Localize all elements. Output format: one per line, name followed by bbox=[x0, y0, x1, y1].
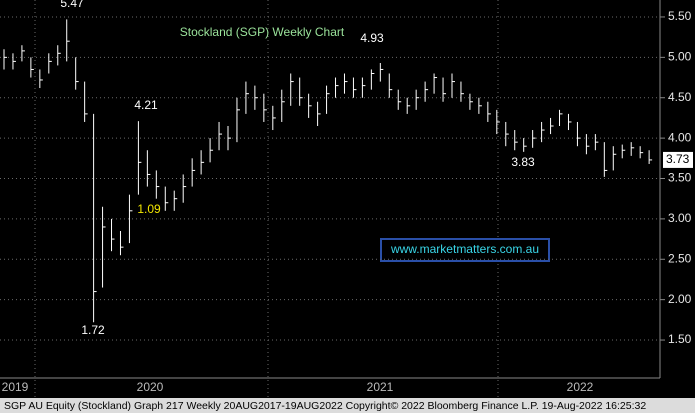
x-tick-label: 2021 bbox=[367, 380, 394, 394]
annotation: 3.83 bbox=[511, 155, 535, 169]
chart-title: Stockland (SGP) Weekly Chart bbox=[180, 25, 345, 39]
footer-band bbox=[0, 398, 695, 413]
y-tick-label: 2.50 bbox=[668, 251, 692, 265]
x-tick-label: 2019 bbox=[2, 380, 29, 394]
y-tick-label: 3.00 bbox=[668, 211, 692, 225]
y-tick-label: 5.50 bbox=[668, 9, 692, 23]
y-tick-label: 1.50 bbox=[668, 332, 692, 346]
annotation: 1.09 bbox=[137, 202, 161, 216]
annotation: 4.93 bbox=[360, 31, 384, 45]
x-axis-band bbox=[0, 378, 695, 398]
watermark: www.marketmatters.com.au bbox=[390, 242, 539, 256]
footer: SGP AU Equity (Stockland) Graph 217 Week… bbox=[4, 400, 646, 412]
y-tick-label: 3.50 bbox=[668, 171, 692, 185]
last-price-box bbox=[663, 151, 693, 168]
annotation: 1.72 bbox=[81, 323, 105, 337]
last-price-label: 3.73 bbox=[666, 152, 690, 166]
y-tick-label: 5.00 bbox=[668, 50, 692, 64]
y-tick-label: 4.50 bbox=[668, 90, 692, 104]
watermark-box bbox=[380, 238, 550, 262]
x-tick-label: 2022 bbox=[567, 380, 594, 394]
annotation: 5.47 bbox=[60, 0, 84, 10]
y-tick-label: 4.00 bbox=[668, 130, 692, 144]
x-tick-label: 2020 bbox=[137, 380, 164, 394]
annotation: 4.21 bbox=[134, 98, 158, 112]
y-tick-label: 2.00 bbox=[668, 292, 692, 306]
